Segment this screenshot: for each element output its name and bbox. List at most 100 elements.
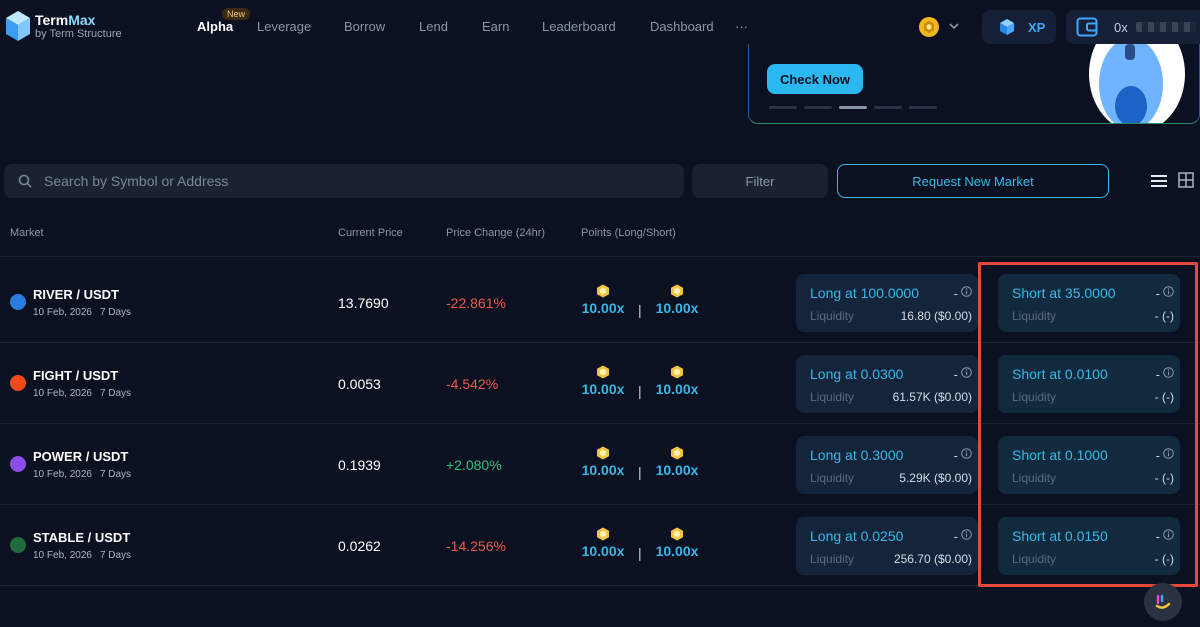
list-view-icon[interactable] — [1150, 172, 1168, 190]
long-value: - — [953, 286, 958, 301]
info-icon[interactable] — [961, 367, 972, 378]
points-short-value: 10.00x — [655, 300, 699, 316]
maturity-days: 7 Days — [99, 307, 132, 318]
cube-icon — [1000, 19, 1014, 35]
points-coin-icon — [597, 365, 609, 379]
points-separator: | — [638, 464, 642, 480]
info-icon[interactable] — [1163, 367, 1174, 378]
long-card[interactable]: Long at 0.0250 - Liquidity 256.70 ($0.00… — [796, 517, 978, 575]
nav-dashboard[interactable]: Dashboard — [650, 19, 714, 34]
table-row[interactable]: STABLE / USDT 10 Feb, 2026 7 Days 0.0262 … — [0, 505, 1200, 586]
nav-leverage[interactable]: Leverage — [257, 19, 312, 34]
points-coin-icon — [597, 527, 609, 541]
short-title: Short at 0.0100 — [1012, 366, 1108, 382]
table-row[interactable]: RIVER / USDT 10 Feb, 2026 7 Days 13.7690 … — [0, 262, 1200, 343]
short-liquidity-label: Liquidity — [1012, 552, 1057, 566]
check-now-button[interactable]: Check Now — [767, 64, 863, 94]
long-value: - — [953, 448, 958, 463]
logo-text: TermMax by Term Structure — [35, 12, 122, 41]
long-liquidity-value: 61.57K ($0.00) — [892, 390, 972, 404]
support-chat-button[interactable] — [1144, 583, 1182, 621]
maturity-date: 10 Feb, 2026 — [33, 469, 92, 480]
short-card[interactable]: Short at 35.0000 - Liquidity - (-) — [998, 274, 1180, 332]
short-liquidity-value: - (-) — [1154, 390, 1174, 404]
banner-dot[interactable] — [874, 106, 902, 109]
long-title: Long at 0.0300 — [810, 366, 904, 382]
points-long-value: 10.00x — [581, 300, 625, 316]
market-symbol: POWER / USDT — [33, 449, 129, 464]
logo-name-max: Max — [68, 11, 96, 28]
new-badge: New — [222, 8, 251, 20]
long-liquidity-label: Liquidity — [810, 552, 855, 566]
price-change: -22.861% — [446, 295, 506, 311]
chevron-down-icon[interactable] — [948, 20, 960, 32]
points-short-value: 10.00x — [655, 381, 699, 397]
banner-dot-active[interactable] — [839, 106, 867, 109]
long-liquidity-label: Liquidity — [810, 309, 855, 323]
short-card[interactable]: Short at 0.0150 - Liquidity - (-) — [998, 517, 1180, 575]
wallet-button[interactable]: 0x — [1066, 10, 1200, 44]
info-icon[interactable] — [1163, 286, 1174, 297]
maturity-days: 7 Days — [99, 469, 132, 480]
short-value: - — [1155, 529, 1160, 544]
nav-more[interactable]: ··· — [735, 19, 748, 34]
termmax-logo[interactable]: TermMax by Term Structure — [4, 9, 122, 43]
xp-label: XP — [1028, 19, 1046, 35]
short-card[interactable]: Short at 0.1000 - Liquidity - (-) — [998, 436, 1180, 494]
table-row[interactable]: FIGHT / USDT 10 Feb, 2026 7 Days 0.0053 -… — [0, 343, 1200, 424]
coin-icon[interactable] — [918, 16, 940, 38]
market-maturity: 10 Feb, 2026 7 Days — [33, 307, 131, 318]
table-row[interactable]: POWER / USDT 10 Feb, 2026 7 Days 0.1939 +… — [0, 424, 1200, 505]
banner-dot[interactable] — [804, 106, 832, 109]
info-icon[interactable] — [961, 448, 972, 459]
column-header-change: Price Change (24hr) — [446, 227, 546, 239]
long-card[interactable]: Long at 100.0000 - Liquidity 16.80 ($0.0… — [796, 274, 978, 332]
nav-leaderboard[interactable]: Leaderboard — [542, 19, 616, 34]
column-header-points: Points (Long/Short) — [581, 227, 676, 239]
top-header: TermMax by Term Structure Alpha New Leve… — [0, 0, 1200, 56]
market-maturity: 10 Feb, 2026 7 Days — [33, 550, 131, 561]
points-short: 10.00x — [653, 365, 701, 399]
search-input[interactable] — [44, 173, 644, 189]
banner-illustration — [1089, 44, 1199, 123]
request-new-market-button[interactable]: Request New Market — [837, 164, 1109, 198]
current-price: 0.1939 — [338, 457, 381, 473]
search-bar[interactable] — [4, 164, 684, 198]
nav-lend[interactable]: Lend — [419, 19, 448, 34]
short-liquidity-value: - (-) — [1154, 309, 1174, 323]
nav-earn[interactable]: Earn — [482, 19, 510, 34]
info-icon[interactable] — [961, 529, 972, 540]
promo-banner: Check Now — [748, 44, 1200, 124]
short-title: Short at 35.0000 — [1012, 285, 1116, 301]
column-header-price: Current Price — [338, 227, 403, 239]
xp-button[interactable]: XP — [982, 10, 1056, 44]
long-value: - — [953, 367, 958, 382]
short-liquidity-label: Liquidity — [1012, 471, 1057, 485]
banner-dot[interactable] — [909, 106, 937, 109]
info-icon[interactable] — [1163, 529, 1174, 540]
points-short: 10.00x — [653, 284, 701, 318]
points-long: 10.00x — [579, 365, 627, 399]
info-icon[interactable] — [1163, 448, 1174, 459]
points-long-value: 10.00x — [581, 381, 625, 397]
short-card[interactable]: Short at 0.0100 - Liquidity - (-) — [998, 355, 1180, 413]
banner-pagination — [769, 106, 937, 109]
maturity-date: 10 Feb, 2026 — [33, 550, 92, 561]
token-icon — [10, 294, 26, 310]
filter-button[interactable]: Filter — [692, 164, 828, 198]
token-icon — [10, 537, 26, 553]
points-separator: | — [638, 383, 642, 399]
points-separator: | — [638, 302, 642, 318]
grid-view-icon[interactable] — [1178, 172, 1194, 188]
long-liquidity-value: 16.80 ($0.00) — [900, 309, 972, 323]
points-long-value: 10.00x — [581, 543, 625, 559]
nav-alpha[interactable]: Alpha — [197, 19, 234, 34]
logo-subtitle: by Term Structure — [35, 27, 122, 40]
chat-logo-icon — [1155, 594, 1171, 609]
nav-borrow[interactable]: Borrow — [344, 19, 386, 34]
long-card[interactable]: Long at 0.3000 - Liquidity 5.29K ($0.00) — [796, 436, 978, 494]
banner-dot[interactable] — [769, 106, 797, 109]
wallet-address: 0x — [1106, 20, 1196, 35]
long-card[interactable]: Long at 0.0300 - Liquidity 61.57K ($0.00… — [796, 355, 978, 413]
info-icon[interactable] — [961, 286, 972, 297]
